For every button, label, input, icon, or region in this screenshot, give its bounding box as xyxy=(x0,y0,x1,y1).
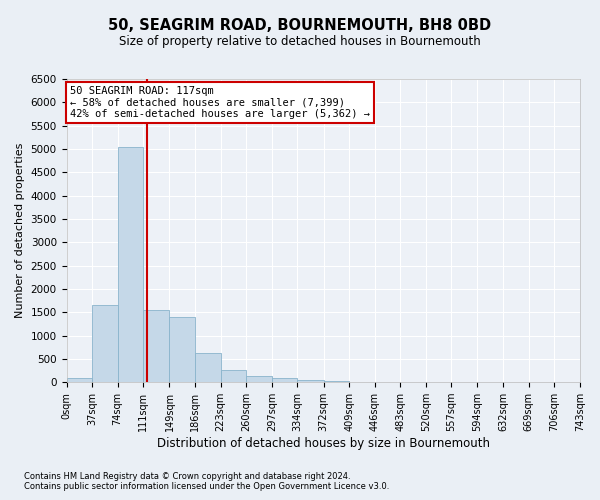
Text: 50 SEAGRIM ROAD: 117sqm
← 58% of detached houses are smaller (7,399)
42% of semi: 50 SEAGRIM ROAD: 117sqm ← 58% of detache… xyxy=(70,86,370,119)
Text: 50, SEAGRIM ROAD, BOURNEMOUTH, BH8 0BD: 50, SEAGRIM ROAD, BOURNEMOUTH, BH8 0BD xyxy=(109,18,491,32)
Bar xyxy=(272,378,298,382)
Bar xyxy=(195,354,221,382)
Text: Contains HM Land Registry data © Crown copyright and database right 2024.: Contains HM Land Registry data © Crown c… xyxy=(24,472,350,481)
Bar xyxy=(143,310,169,382)
Bar xyxy=(169,317,195,382)
Bar xyxy=(323,381,349,382)
Bar xyxy=(92,306,118,382)
Y-axis label: Number of detached properties: Number of detached properties xyxy=(15,143,25,318)
Bar xyxy=(246,376,272,382)
Bar xyxy=(118,146,143,382)
Bar xyxy=(221,370,246,382)
Text: Size of property relative to detached houses in Bournemouth: Size of property relative to detached ho… xyxy=(119,35,481,48)
Bar xyxy=(298,380,323,382)
Bar xyxy=(67,378,92,382)
Text: Contains public sector information licensed under the Open Government Licence v3: Contains public sector information licen… xyxy=(24,482,389,491)
X-axis label: Distribution of detached houses by size in Bournemouth: Distribution of detached houses by size … xyxy=(157,437,490,450)
